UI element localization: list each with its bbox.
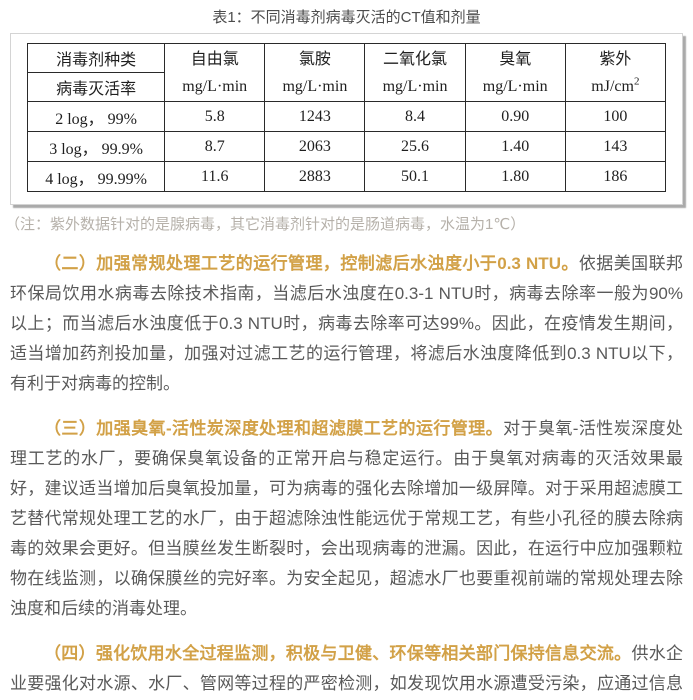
paragraph-4: （四）强化饮用水全过程监测，积极与卫健、环保等相关部门保持信息交流。供水企业要强…: [10, 639, 683, 700]
paragraph-3-body: 对于臭氧-活性炭深度处理工艺的水厂，要确保臭氧设备的正常开启与稳定运行。由于臭氧…: [10, 419, 683, 618]
paragraph-2-body: 依据美国联邦环保局饮用水病毒去除技术指南，当滤后水浊度在0.3-1 NTU时，病…: [10, 254, 684, 393]
table-cell: 3 log， 99.9%: [26, 131, 166, 162]
table-cell: 143: [564, 131, 667, 162]
header-unit: mg/L·min: [182, 77, 248, 95]
header-disinfectant-type: 消毒剂种类: [26, 43, 166, 73]
table-caption: 表1：不同消毒剂病毒灭活的CT值和剂量: [212, 9, 481, 26]
paragraph-2: （二）加强常规处理工艺的运行管理，控制滤后水浊度小于0.3 NTU。依据美国联邦…: [10, 249, 683, 399]
table-cell: 1243: [264, 101, 366, 132]
table-cell: 25.6: [364, 131, 466, 162]
header-name: 紫外: [599, 50, 632, 68]
paragraph-3-lead: （三）加强臭氧-活性炭深度处理和超滤膜工艺的运行管理。: [44, 419, 504, 438]
table-cell: 1.40: [464, 131, 566, 162]
header-unit: mg/L·min: [382, 77, 448, 95]
table-cell: 5.8: [164, 101, 266, 132]
table-cell: 8.7: [164, 131, 266, 162]
header-name: 二氧化氯: [383, 50, 448, 68]
table-cell: 1.80: [464, 161, 566, 192]
table-cell: 2883: [264, 161, 366, 192]
table-cell: 2 log， 99%: [26, 101, 166, 132]
header-chloramine: 氯胺 mg/L·min: [264, 43, 366, 102]
header-uv: 紫外 mJ/cm2: [564, 43, 667, 102]
header-ozone: 臭氧 mg/L·min: [464, 43, 566, 102]
paragraph-4-lead: （四）强化饮用水全过程监测，积极与卫健、环保等相关部门保持信息交流。: [44, 644, 632, 663]
header-inactivation-rate: 病毒灭活率: [26, 72, 166, 102]
table-header-row2: 病毒灭活率: [26, 72, 666, 102]
table-header-row: 消毒剂种类 自由氯 mg/L·min 氯胺 mg/L·min 二氧化氯 mg/L…: [26, 43, 667, 102]
table-cell: 8.4: [364, 101, 466, 132]
paragraph-3: （三）加强臭氧-活性炭深度处理和超滤膜工艺的运行管理。对于臭氧-活性炭深度处理工…: [10, 414, 683, 624]
table-cell: 50.1: [364, 161, 466, 192]
ct-values-table: 消毒剂种类 自由氯 mg/L·min 氯胺 mg/L·min 二氧化氯 mg/L…: [26, 43, 667, 192]
table-cell: 186: [564, 161, 667, 192]
header-unit: mg/L·min: [482, 77, 548, 95]
table-row-4log: 4 log， 99.99% 11.6 2883 50.1 1.80 186: [26, 161, 667, 192]
table-row-2log: 2 log， 99% 5.8 1243 8.4 0.90 100: [26, 101, 667, 132]
header-unit: mg/L·min: [282, 77, 348, 95]
table-cell: 11.6: [164, 161, 266, 192]
header-name: 氯胺: [298, 50, 331, 68]
paragraph-4-body: 供水企业要强化对水源、水厂、管网等过程的严密检测，如发现饮用水源遭受污染，应通过…: [10, 644, 684, 693]
header-name: 臭氧: [499, 50, 532, 68]
header-free-chlorine: 自由氯 mg/L·min: [164, 43, 266, 102]
table-cell: 100: [564, 101, 667, 132]
table-row-3log: 3 log， 99.9% 8.7 2063 25.6 1.40 143: [26, 131, 667, 162]
table-image-frame: 消毒剂种类 自由氯 mg/L·min 氯胺 mg/L·min 二氧化氯 mg/L…: [10, 33, 683, 205]
table-cell: 4 log， 99.99%: [26, 161, 166, 192]
header-name: 自由氯: [190, 50, 239, 68]
header-unit: mJ/cm2: [591, 75, 640, 95]
table-cell: 2063: [264, 131, 366, 162]
paragraph-2-lead: （二）加强常规处理工艺的运行管理，控制滤后水浊度小于0.3 NTU。: [44, 254, 579, 273]
header-chlorine-dioxide: 二氧化氯 mg/L·min: [364, 43, 466, 102]
table-cell: 0.90: [464, 101, 566, 132]
table-footnote: （注：紫外数据针对的是腺病毒，其它消毒剂针对的是肠道病毒，水温为1℃）: [5, 216, 526, 233]
